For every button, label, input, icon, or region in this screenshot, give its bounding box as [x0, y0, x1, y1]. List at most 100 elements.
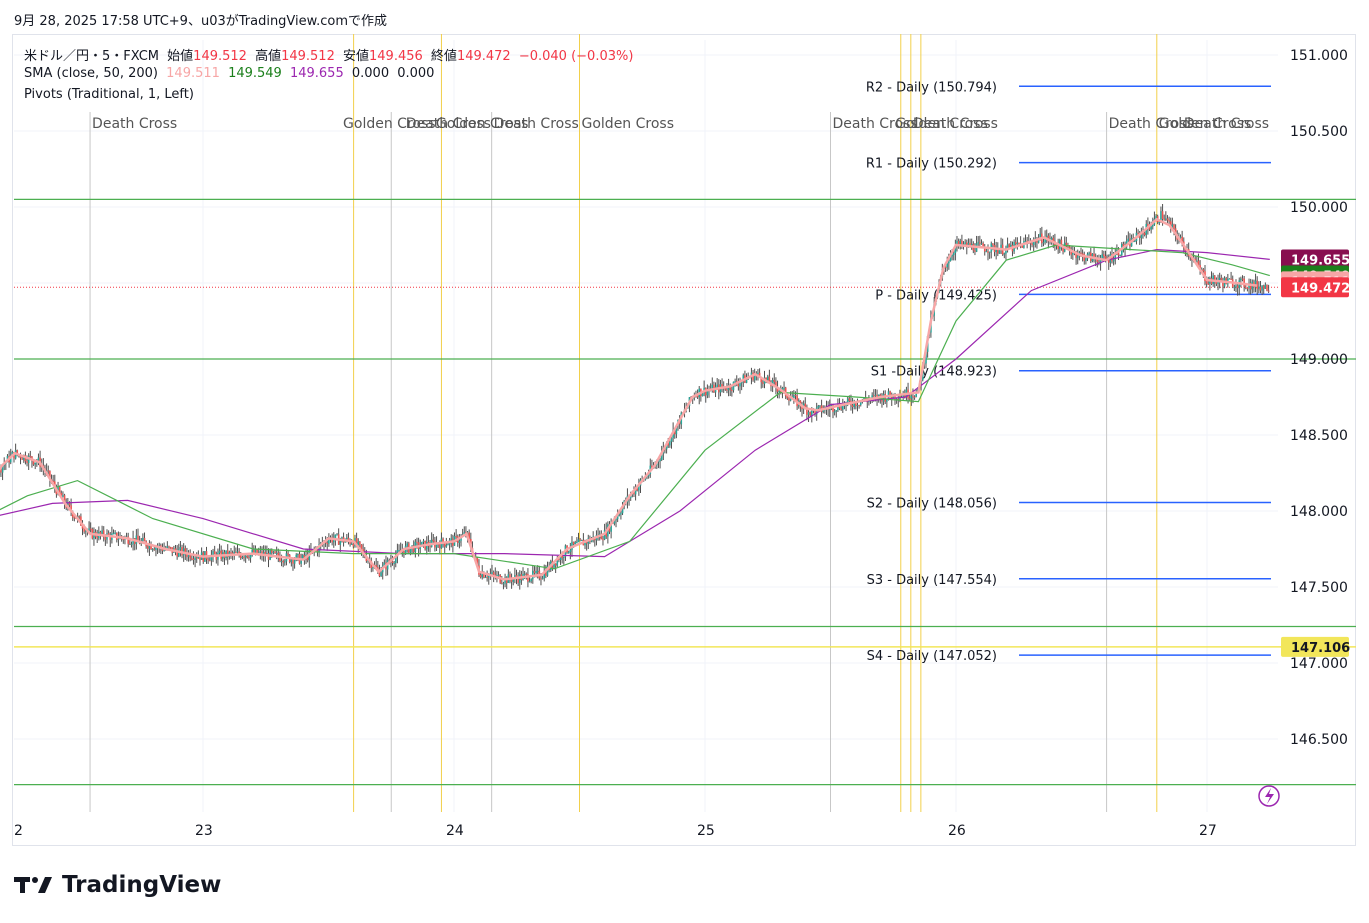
candle-body: [102, 530, 105, 538]
candle-body: [279, 556, 281, 562]
candle-body: [372, 567, 374, 569]
candle-body: [256, 549, 258, 555]
candle-body: [1088, 252, 1090, 254]
candle-body: [1093, 253, 1095, 258]
candle-body: [634, 488, 637, 495]
candle-body: [1103, 254, 1105, 257]
candle-body: [394, 556, 397, 563]
candle-body: [129, 543, 131, 545]
tradingview-logo[interactable]: TradingView: [14, 872, 221, 898]
candle-body: [1241, 278, 1244, 280]
candle-body: [1266, 284, 1268, 291]
candle-body: [62, 495, 64, 498]
candle-body: [1060, 239, 1063, 246]
cross-label: Death Cross: [1109, 116, 1194, 132]
candle-body: [435, 542, 438, 548]
candle-body: [1147, 223, 1149, 228]
candle-body: [442, 538, 444, 544]
candle-body: [1052, 237, 1055, 242]
candle-body: [230, 552, 232, 554]
candle-body: [983, 247, 986, 252]
candle-body: [1045, 235, 1048, 238]
candle-body: [476, 558, 479, 566]
candle-body: [675, 425, 678, 435]
candle-body: [272, 551, 275, 553]
candle-body: [1262, 285, 1265, 289]
candle-body: [567, 552, 570, 554]
candle-body: [784, 387, 787, 397]
candle-body: [1184, 248, 1187, 253]
candle-body: [1161, 211, 1164, 220]
candle-body: [1150, 226, 1152, 230]
candle-body: [1158, 221, 1161, 223]
candle-body: [580, 540, 583, 542]
candle-body: [177, 549, 180, 557]
candle-body: [773, 380, 776, 382]
candle-body: [956, 241, 958, 246]
candle-body: [280, 560, 283, 562]
candle-body: [0, 467, 2, 473]
candle-body: [357, 541, 360, 546]
candle-body: [1021, 243, 1024, 248]
candle-body: [572, 541, 575, 545]
candle-body: [871, 395, 873, 399]
candle-body: [768, 376, 771, 384]
candle-body: [422, 540, 425, 542]
candle-body: [502, 583, 505, 585]
candle-body: [817, 406, 820, 408]
candle-body: [195, 557, 198, 559]
candle-body: [1119, 255, 1121, 257]
candle-body: [463, 532, 466, 535]
candle-body: [721, 384, 723, 388]
candle-body: [890, 396, 893, 399]
candle-body: [579, 539, 581, 541]
candle-body: [667, 442, 670, 446]
candle-body: [1197, 260, 1200, 266]
candle-body: [458, 540, 461, 543]
candle-body: [367, 560, 369, 562]
candle-body: [328, 539, 330, 544]
candle-body: [737, 384, 740, 387]
candle-body: [1010, 244, 1012, 249]
candle-body: [982, 243, 984, 248]
candle-body: [332, 539, 335, 543]
legend-change: −0.040 (−0.03%): [518, 49, 634, 64]
candle-body: [243, 556, 245, 558]
y-tick-label: 149.000: [1290, 352, 1348, 368]
candle-body: [416, 541, 418, 543]
cross-label: Death Cross: [406, 116, 491, 132]
candle-body: [1000, 244, 1002, 251]
candle-body: [1199, 265, 1201, 270]
candle-body: [745, 377, 748, 383]
sma-fast-line: [0, 217, 1258, 581]
candle-body: [1057, 245, 1059, 249]
candle-body: [726, 389, 728, 391]
candle-body: [78, 516, 81, 518]
candle-body: [347, 537, 350, 541]
candle-body: [806, 406, 808, 415]
candle-body: [1085, 258, 1087, 261]
candle-body: [822, 410, 825, 412]
candle-body: [70, 505, 72, 512]
candle-body: [497, 574, 500, 576]
candle-body: [104, 537, 107, 540]
cross-label: Golden Cross: [343, 116, 436, 132]
candle-body: [429, 546, 431, 548]
candle-body: [1024, 240, 1027, 242]
candle-body: [455, 535, 457, 537]
cross-label: Golden Cross: [436, 116, 529, 132]
candle-body: [915, 391, 918, 397]
candle-body: [1104, 256, 1107, 260]
candle-body: [961, 240, 963, 246]
candle-body: [554, 563, 557, 566]
candle-body: [1181, 236, 1183, 242]
candle-body: [275, 552, 278, 554]
candle-body: [199, 556, 201, 560]
legend-high-label: 高値: [255, 49, 282, 64]
candle-body: [491, 572, 493, 575]
candle-body: [479, 574, 482, 578]
candle-body: [528, 581, 531, 583]
candle-body: [533, 570, 536, 574]
candle-body: [1031, 243, 1033, 246]
